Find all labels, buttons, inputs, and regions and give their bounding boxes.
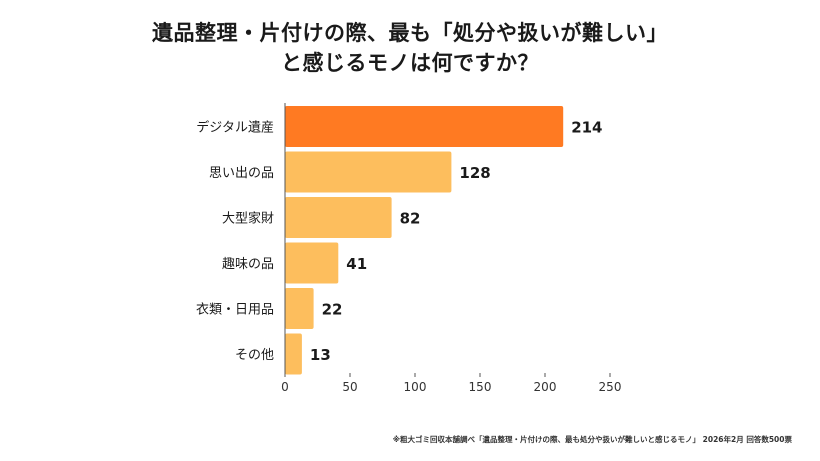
source-footnote: ※粗大ゴミ回収本舗調べ「遺品整理・片付けの際、最も処分や扱いが難しいと感じるモノ… (392, 435, 792, 444)
bar-4 (285, 242, 339, 284)
category-label-1: デジタル遺産 (196, 120, 274, 136)
x-tick-label-6: 250 (599, 380, 622, 394)
category-label-3: 大型家財 (222, 211, 274, 227)
x-tick-label-2: 50 (342, 380, 357, 394)
x-tick-label-3: 100 (404, 380, 427, 394)
value-label-3: 82 (400, 210, 421, 228)
category-label-2: 思い出の品 (209, 166, 274, 181)
chart-title-line-1: 遺品整理・片付けの際、最も「処分や扱いが難しい」 (152, 21, 668, 45)
bar-1 (285, 106, 564, 147)
category-label-4: 趣味の品 (222, 257, 274, 272)
value-label-2: 128 (459, 164, 490, 182)
bar-2 (285, 151, 452, 193)
x-tick-label-1: 0 (281, 380, 289, 394)
value-label-1: 214 (571, 119, 602, 137)
bar-5 (285, 288, 314, 329)
category-label-5: 衣類・日用品 (196, 302, 274, 318)
value-label-5: 22 (322, 301, 343, 319)
bar-3 (285, 197, 392, 238)
value-label-4: 41 (346, 255, 367, 273)
value-label-6: 13 (310, 346, 331, 364)
chart-title: 遺品整理・片付けの際、最も「処分や扱いが難しい」 と感じるモノは何ですか？ (0, 18, 820, 78)
x-tick-label-4: 150 (469, 380, 492, 394)
category-label-6: その他 (235, 348, 274, 363)
chart-title-line-2: と感じるモノは何ですか？ (281, 51, 539, 75)
x-tick-label-5: 200 (534, 380, 557, 394)
bar-6 (285, 333, 302, 375)
